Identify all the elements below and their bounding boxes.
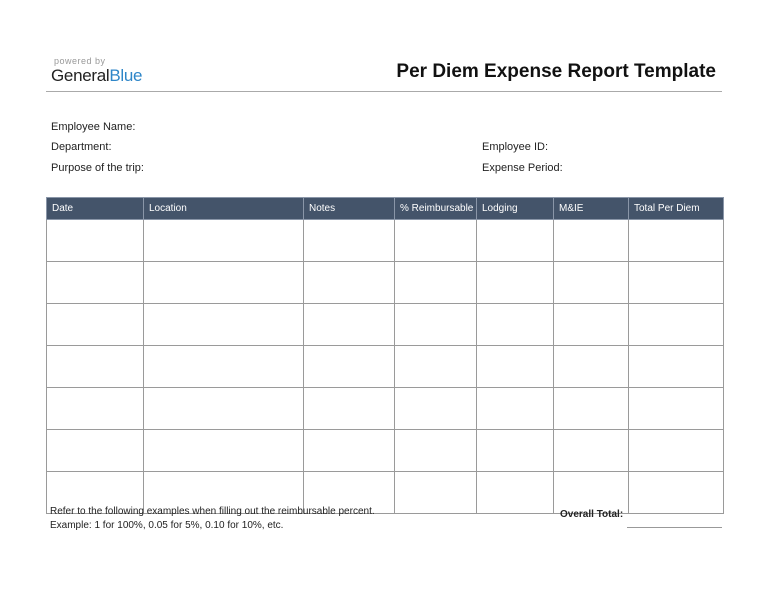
table-cell[interactable] [628, 471, 724, 514]
table-cell[interactable] [553, 345, 629, 388]
table-cell[interactable] [46, 471, 144, 514]
table-cell[interactable] [143, 219, 304, 262]
page-title: Per Diem Expense Report Template [396, 61, 716, 82]
purpose-label: Purpose of the trip: [51, 162, 144, 174]
table-cell[interactable] [394, 387, 477, 430]
table-row [46, 429, 724, 472]
table-cell[interactable] [143, 387, 304, 430]
column-header: Total Per Diem [628, 197, 724, 220]
reimbursable-example: Example: 1 for 100%, 0.05 for 5%, 0.10 f… [50, 520, 284, 531]
table-row [46, 471, 724, 514]
generalblue-logo[interactable]: GeneralBlue [51, 66, 143, 86]
table-cell[interactable] [628, 429, 724, 472]
column-header: Location [143, 197, 304, 220]
table-cell[interactable] [46, 303, 144, 346]
table-cell[interactable] [303, 429, 395, 472]
expense-table: Date Location Notes% Reimbursable Lodging M&… [46, 197, 724, 514]
table-cell[interactable] [394, 471, 477, 514]
table-cell[interactable] [476, 387, 554, 430]
table-cell[interactable] [476, 429, 554, 472]
reimbursable-note: Refer to the following examples when fil… [50, 506, 375, 517]
table-cell[interactable] [553, 387, 629, 430]
table-cell[interactable] [628, 261, 724, 304]
table-cell[interactable] [303, 471, 395, 514]
header-divider [46, 91, 722, 92]
table-cell[interactable] [143, 261, 304, 304]
table-cell[interactable] [628, 303, 724, 346]
table-cell[interactable] [553, 303, 629, 346]
table-cell[interactable] [553, 261, 629, 304]
column-header: M&IE [553, 197, 629, 220]
table-cell[interactable] [143, 471, 304, 514]
table-cell[interactable] [476, 303, 554, 346]
table-cell[interactable] [303, 219, 395, 262]
table-row [46, 219, 724, 262]
employee-id-label: Employee ID: [482, 141, 549, 153]
table-cell[interactable] [628, 387, 724, 430]
logo-general: General [51, 66, 110, 85]
column-header: Lodging [476, 197, 554, 220]
table-cell[interactable] [553, 219, 629, 262]
table-cell[interactable] [394, 261, 477, 304]
table-cell[interactable] [553, 429, 629, 472]
table-cell[interactable] [476, 219, 554, 262]
table-cell[interactable] [143, 345, 304, 388]
table-row [46, 303, 724, 346]
employee-name-label: Employee Name: [51, 121, 136, 133]
table-cell[interactable] [553, 471, 629, 514]
table-cell[interactable] [46, 219, 144, 262]
table-cell[interactable] [476, 471, 554, 514]
table-cell[interactable] [46, 261, 144, 304]
logo-blue: Blue [109, 66, 143, 85]
table-cell[interactable] [394, 429, 477, 472]
table-cell[interactable] [143, 429, 304, 472]
table-row [46, 261, 724, 304]
table-cell[interactable] [476, 261, 554, 304]
table-cell[interactable] [303, 261, 395, 304]
powered-by-text: powered by [54, 56, 106, 66]
table-cell[interactable] [394, 219, 477, 262]
table-cell[interactable] [46, 429, 144, 472]
column-header: Notes [303, 197, 395, 220]
expense-period-label: Expense Period: [482, 162, 563, 174]
table-cell[interactable] [476, 345, 554, 388]
table-cell[interactable] [628, 345, 724, 388]
table-cell[interactable] [303, 345, 395, 388]
table-row [46, 345, 724, 388]
table-cell[interactable] [143, 303, 304, 346]
column-header: % Reimbursable [394, 197, 477, 220]
table-cell[interactable] [394, 345, 477, 388]
overall-total-label: Overall Total: [560, 509, 624, 520]
department-label: Department: [51, 141, 112, 153]
table-cell[interactable] [303, 387, 395, 430]
table-cell[interactable] [394, 303, 477, 346]
table-row [46, 387, 724, 430]
column-header: Date [46, 197, 144, 220]
table-cell[interactable] [628, 219, 724, 262]
table-cell[interactable] [46, 387, 144, 430]
table-cell[interactable] [303, 303, 395, 346]
overall-total-field[interactable] [627, 527, 722, 528]
table-cell[interactable] [46, 345, 144, 388]
